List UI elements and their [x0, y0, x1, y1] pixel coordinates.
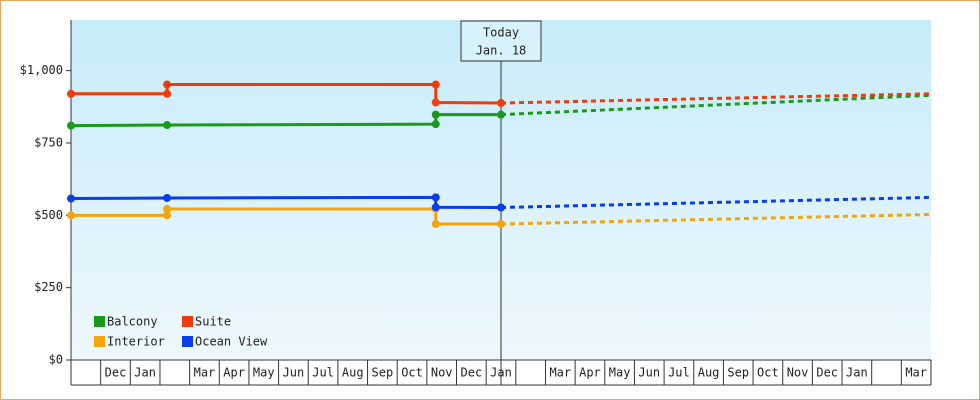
x-tick-label: Dec [461, 366, 483, 380]
legend-label: Suite [195, 315, 231, 329]
y-tick-label: $0 [49, 353, 63, 367]
legend-swatch [182, 336, 193, 347]
x-tick-label: Apr [579, 366, 601, 380]
x-tick-label: Jul [312, 366, 334, 380]
legend-label: Interior [107, 335, 165, 349]
x-tick-label: Nov [431, 366, 453, 380]
price-point [431, 120, 440, 129]
today-box [460, 20, 542, 62]
price-point [163, 80, 172, 89]
legend-swatch [94, 336, 105, 347]
x-tick-label: Aug [342, 366, 364, 380]
x-tick-label: Dec [816, 366, 838, 380]
x-tick-label: Oct [401, 366, 423, 380]
x-tick-label: Dec [105, 366, 127, 380]
x-tick-label: Oct [757, 366, 779, 380]
x-tick-label: Jan [846, 366, 868, 380]
today-label: Jan. 18 [476, 44, 527, 58]
price-point [163, 204, 172, 213]
today-label: Today [483, 26, 519, 40]
price-point [163, 121, 172, 130]
x-tick-label: Jan [134, 366, 156, 380]
price-point [163, 211, 172, 220]
y-tick-label: $750 [34, 135, 63, 149]
price-point [67, 89, 75, 98]
price-point [431, 110, 440, 119]
price-point [431, 203, 440, 212]
legend-swatch [182, 316, 193, 327]
price-line [71, 207, 501, 226]
x-tick-label: Mar [549, 366, 571, 380]
price-point [497, 110, 505, 119]
y-tick-label: $500 [34, 208, 63, 222]
x-tick-label: Sep [727, 366, 749, 380]
y-tick-label: $1,000 [20, 63, 63, 77]
legend-label: Ocean View [195, 335, 268, 349]
price-point [163, 193, 172, 202]
x-tick-label: Mar [194, 366, 216, 380]
price-point [67, 121, 75, 130]
x-tick-label: Jun [638, 366, 660, 380]
y-tick-label: $250 [34, 280, 63, 294]
price-point [67, 211, 75, 220]
x-tick-label: May [253, 366, 275, 380]
price-point [497, 220, 505, 228]
x-tick-label: Aug [698, 366, 720, 380]
x-tick-label: May [609, 366, 631, 380]
price-point [431, 193, 440, 202]
price-line [71, 83, 502, 105]
price-point [67, 194, 75, 203]
price-point [431, 220, 440, 228]
legend-swatch [94, 316, 105, 327]
x-tick-label: Nov [787, 366, 809, 380]
x-tick-label: Sep [372, 366, 394, 380]
price-point [163, 89, 172, 98]
price-point [431, 98, 440, 107]
price-point [497, 203, 505, 212]
x-tick-label: Mar [905, 366, 927, 380]
x-tick-label: Jun [283, 366, 305, 380]
price-point [431, 80, 440, 89]
legend-label: Balcony [107, 315, 158, 329]
price-point [497, 99, 505, 108]
x-tick-label: Jul [668, 366, 690, 380]
x-tick-label: Apr [223, 366, 245, 380]
